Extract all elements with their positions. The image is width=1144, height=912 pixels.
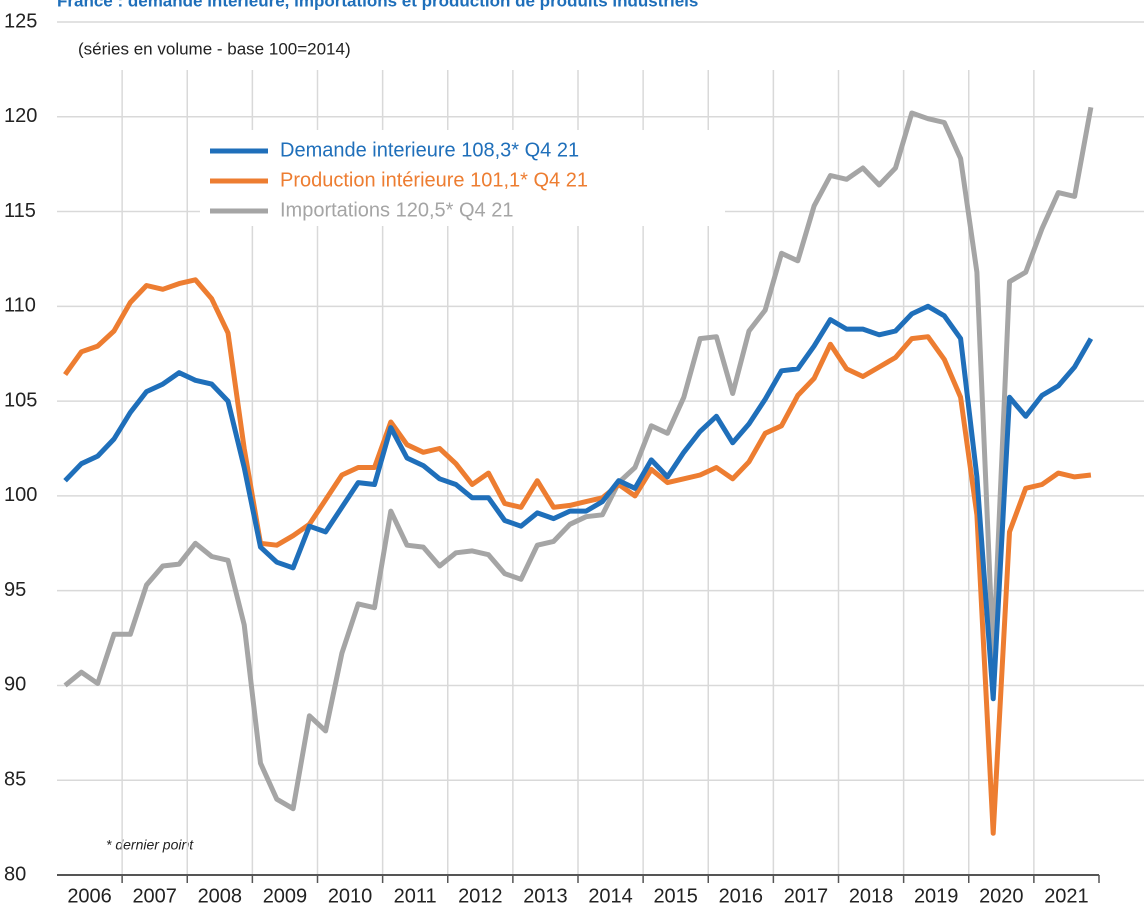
y-tick-label: 95 (4, 579, 26, 601)
plot: 80 85 90 95 100 105 110 115 120 125 2006 2007 2008 20… (4, 10, 1144, 907)
x-tick-label: 2006 (67, 885, 112, 907)
x-tick-label: 2018 (849, 885, 894, 907)
series-line (63, 277, 1092, 836)
legend-label: Demande interieure 108,3* Q4 21 (280, 139, 579, 161)
y-tick-label: 80 (4, 863, 26, 885)
y-tick-label: 100 (4, 484, 37, 506)
y-tick-label: 125 (4, 10, 37, 32)
legend-label: Importations 120,5* Q4 21 (280, 199, 513, 221)
annotation: * dernier point (106, 837, 194, 853)
x-tick-label: 2013 (523, 885, 568, 907)
x-tick-label: 2008 (198, 885, 243, 907)
y-tick-label: 120 (4, 105, 37, 127)
y-tick-label: 90 (4, 674, 26, 696)
x-tick-label: 2016 (719, 885, 764, 907)
legend-box (200, 130, 725, 226)
x-tick-label: 2007 (132, 885, 177, 907)
x-tick-label: 2012 (458, 885, 503, 907)
series-line (63, 303, 1094, 702)
y-tick-label: 115 (4, 200, 36, 222)
x-tick-label: 2019 (914, 885, 959, 907)
y-tick-label: 110 (4, 295, 36, 317)
chart-title: France : demande intérieure, importation… (57, 0, 698, 10)
x-tick-label: 2011 (394, 885, 437, 907)
x-tick-label: 2021 (1044, 885, 1089, 907)
y-tick-label: 105 (4, 389, 37, 411)
x-tick-label: 2014 (588, 885, 633, 907)
legend-label: Production intérieure 101,1* Q4 21 (280, 169, 588, 191)
x-tick-label: 2009 (263, 885, 308, 907)
x-tick-label: 2015 (653, 885, 698, 907)
x-tick-label: 2020 (979, 885, 1024, 907)
y-tick-label: 85 (4, 769, 26, 791)
x-tick-label: 2010 (328, 885, 373, 907)
x-tick-label: 2017 (784, 885, 829, 907)
subtitle: (séries en volume - base 100=2014) (78, 39, 351, 58)
series-line (63, 106, 1094, 812)
